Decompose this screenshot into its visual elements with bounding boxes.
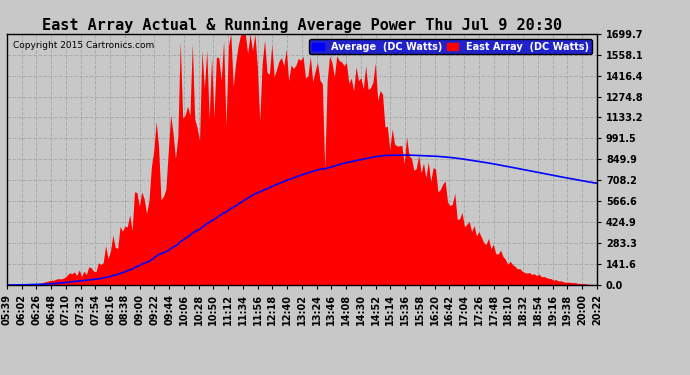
- Title: East Array Actual & Running Average Power Thu Jul 9 20:30: East Array Actual & Running Average Powe…: [42, 16, 562, 33]
- Legend: Average  (DC Watts), East Array  (DC Watts): Average (DC Watts), East Array (DC Watts…: [309, 39, 592, 54]
- Text: Copyright 2015 Cartronics.com: Copyright 2015 Cartronics.com: [13, 41, 154, 50]
